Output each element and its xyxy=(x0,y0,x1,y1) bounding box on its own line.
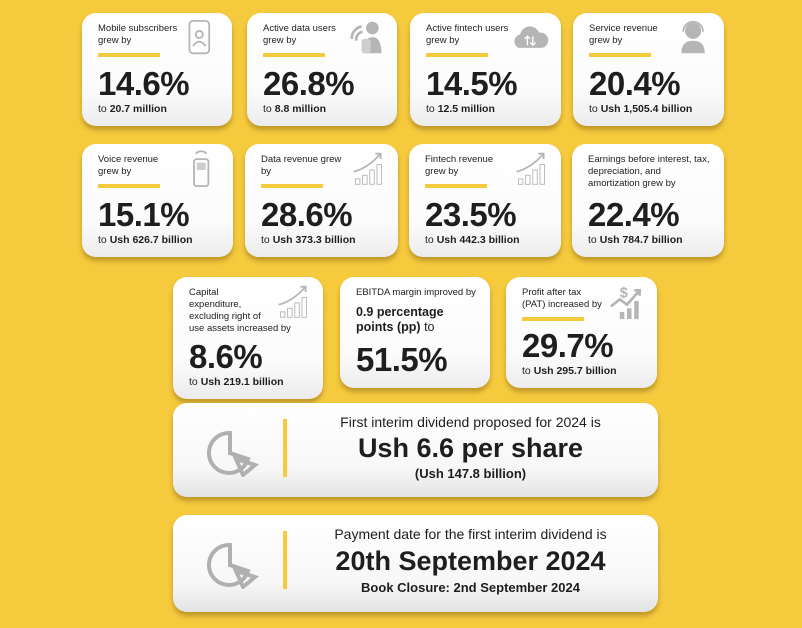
card-header: Capital expenditure, excluding right of … xyxy=(189,285,311,335)
pie-chart-icon xyxy=(206,430,260,477)
phone-user-icon xyxy=(188,20,211,55)
card-header: Data revenue grew by xyxy=(261,152,386,190)
card-header: Fintech revenue grew by xyxy=(425,152,549,190)
stat-card: EBITDA margin improved by 0.9 percentage … xyxy=(340,277,490,388)
growth-chart-icon xyxy=(516,152,545,185)
accent-bar xyxy=(589,53,651,57)
card-header: Active data users grew by xyxy=(263,21,385,59)
accent-bar xyxy=(522,317,584,321)
stat-card: $ Profit after tax (PAT) increased by 29.7… xyxy=(506,277,657,388)
card-title: Capital expenditure, excluding right of … xyxy=(189,287,291,334)
pie-chart-icon xyxy=(206,542,260,589)
card-title: Voice revenue grew by xyxy=(98,154,159,177)
card-detail: to Ush 219.1 billion xyxy=(189,376,284,388)
card-header: Active fintech users grew by xyxy=(426,23,549,59)
dividend-total: (Ush 147.8 billion) xyxy=(414,466,527,481)
card-detail: to Ush 373.3 billion xyxy=(261,234,356,246)
card-detail: to 20.7 million xyxy=(98,103,167,115)
dollar-growth-icon: $ xyxy=(609,286,641,320)
card-title: EBITDA margin improved by xyxy=(356,287,476,298)
card-detail: to 8.8 million xyxy=(263,103,327,115)
card-value: 20.4% xyxy=(589,65,681,102)
card-lead: 0.9 percentage points (pp) to xyxy=(356,305,444,334)
card-header: $ Profit after tax (PAT) increased by xyxy=(522,286,645,323)
payment-text: Payment date for the first interim divid… xyxy=(293,525,648,597)
growth-chart-icon xyxy=(278,285,307,318)
card-header: Earnings before interest, tax, depreciat… xyxy=(588,154,712,190)
card-value: 22.4% xyxy=(588,196,680,233)
book-closure: Book Closure: 2nd September 2024 xyxy=(361,580,580,595)
accent-line xyxy=(283,531,287,589)
stat-card: Fintech revenue grew by 23.5% to Ush 442.3… xyxy=(409,144,561,257)
dividend-text: First interim dividend proposed for 2024… xyxy=(293,413,648,483)
card-value: 14.5% xyxy=(426,65,518,102)
card-detail: to Ush 295.7 billion xyxy=(522,365,617,377)
card-detail: to Ush 784.7 billion xyxy=(588,234,683,246)
wifi-user-icon xyxy=(350,21,382,54)
accent-bar xyxy=(98,53,160,57)
card-header: EBITDA margin improved by 0.9 percentage … xyxy=(356,287,478,335)
stat-card: Capital expenditure, excluding right of … xyxy=(173,277,323,399)
stat-card: Voice revenue grew by 15.1% to Ush 626.7 b… xyxy=(82,144,233,257)
card-value: 8.6% xyxy=(189,338,263,375)
card-title: Mobile subscribers grew by xyxy=(98,23,178,46)
card-value: 14.6% xyxy=(98,65,190,102)
mobile-phone-icon xyxy=(193,150,210,187)
card-detail: to Ush 442.3 billion xyxy=(425,234,520,246)
stat-card: Service revenue grew by 20.4% to Ush 1,505… xyxy=(573,13,724,126)
svg-text:$: $ xyxy=(620,286,628,302)
stat-card: Earnings before interest, tax, depreciat… xyxy=(572,144,724,257)
card-header: Service revenue grew by xyxy=(589,20,712,59)
dividend-amount: Ush 6.6 per share xyxy=(357,433,584,463)
accent-bar xyxy=(426,53,488,57)
card-detail: to Ush 626.7 billion xyxy=(98,234,193,246)
headset-agent-icon xyxy=(681,20,705,54)
accent-bar xyxy=(261,184,323,188)
accent-bar xyxy=(98,184,160,188)
accent-bar xyxy=(425,184,487,188)
dividend-intro: First interim dividend proposed for 2024… xyxy=(340,414,601,430)
cloud-transfer-icon xyxy=(514,26,549,48)
accent-line xyxy=(283,419,287,477)
card-detail: to 12.5 million xyxy=(426,103,495,115)
accent-bar xyxy=(263,53,325,57)
payment-date: 20th September 2024 xyxy=(335,546,606,576)
card-header: Voice revenue grew by xyxy=(98,150,221,190)
payment-intro: Payment date for the first interim divid… xyxy=(334,526,607,542)
card-value: 23.5% xyxy=(425,196,517,233)
stat-card: Active data users grew by 26.8% to 8.8 mil… xyxy=(247,13,397,126)
growth-chart-icon xyxy=(353,152,382,185)
card-title: Active data users grew by xyxy=(263,23,336,46)
stat-card: Data revenue grew by 28.6% to Ush 373.3 bi… xyxy=(245,144,398,257)
card-title: Earnings before interest, tax, depreciat… xyxy=(588,154,710,189)
card-title: Fintech revenue grew by xyxy=(425,154,494,177)
card-title: Profit after tax (PAT) increased by xyxy=(522,287,602,310)
card-value: 51.5% xyxy=(356,341,448,378)
card-detail: to Ush 1,505.4 billion xyxy=(589,103,693,115)
card-title: Service revenue grew by xyxy=(589,23,658,46)
card-header: Mobile subscribers grew by xyxy=(98,20,220,59)
card-value: 29.7% xyxy=(522,327,614,364)
payment-banner: Payment date for the first interim divid… xyxy=(173,515,658,612)
stat-card: Mobile subscribers grew by 14.6% to 20.7 m… xyxy=(82,13,232,126)
card-value: 26.8% xyxy=(263,65,355,102)
card-value: 28.6% xyxy=(261,196,353,233)
card-value: 15.1% xyxy=(98,196,190,233)
dividend-banner: First interim dividend proposed for 2024… xyxy=(173,403,658,497)
stat-card: Active fintech users grew by 14.5% to 12.5… xyxy=(410,13,561,126)
card-title: Active fintech users grew by xyxy=(426,23,509,46)
card-title: Data revenue grew by xyxy=(261,154,342,177)
